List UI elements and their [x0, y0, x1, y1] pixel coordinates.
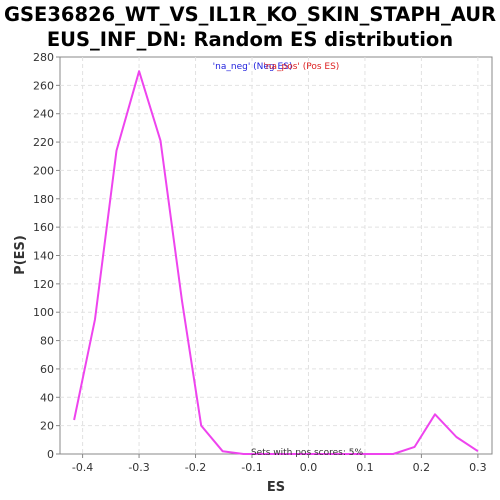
x-tick-label: -0.3 — [128, 461, 149, 474]
y-tick-label: 240 — [33, 108, 54, 121]
y-tick-label: 100 — [33, 306, 54, 319]
x-tick-label: -0.1 — [241, 461, 262, 474]
y-tick-label: 260 — [33, 79, 54, 92]
y-tick-label: 280 — [33, 51, 54, 64]
x-tick-label: 0.3 — [469, 461, 487, 474]
axis-ticks: 0 20 40 60 80 100 120 140 160 180 200 220 240 260 280 -… — [33, 51, 487, 474]
y-tick-label: 220 — [33, 136, 54, 149]
x-tick-label: -0.2 — [185, 461, 206, 474]
y-tick-label: 160 — [33, 221, 54, 234]
series-layer — [73, 70, 479, 455]
y-tick-label: 120 — [33, 278, 54, 291]
series-line — [73, 70, 479, 455]
x-tick-label: 0.1 — [356, 461, 374, 474]
x-tick-label: -0.4 — [72, 461, 93, 474]
y-axis-title: P(ES) — [13, 235, 28, 275]
x-tick-label: 0.2 — [413, 461, 431, 474]
legend-neg-label: 'na_neg' (Neg ES) — [213, 62, 293, 72]
x-axis-title: ES — [267, 480, 285, 495]
legend-pos-label: 'na_pos' (Pos ES) — [263, 62, 339, 72]
y-tick-label: 140 — [33, 250, 54, 263]
y-tick-label: 0 — [47, 448, 54, 461]
pos-scores-annotation: Sets with pos scores: 5% — [251, 448, 364, 458]
y-tick-label: 80 — [40, 335, 54, 348]
y-tick-label: 200 — [33, 164, 54, 177]
y-tick-label: 60 — [40, 363, 54, 376]
chart-title-line-1: GSE36826_WT_VS_IL1R_KO_SKIN_STAPH_AUR — [3, 3, 497, 26]
y-tick-label: 20 — [40, 420, 54, 433]
y-tick-label: 180 — [33, 193, 54, 206]
chart-title: GSE36826_WT_VS_IL1R_KO_SKIN_STAPH_AUR EU… — [0, 2, 500, 52]
x-tick-label: 0.0 — [300, 461, 318, 474]
y-tick-label: 40 — [40, 391, 54, 404]
legend: 'na_neg' (Neg ES) 'na_pos' (Pos ES) — [213, 62, 340, 72]
grid-lines — [60, 57, 492, 454]
chart-title-line-2: EUS_INF_DN: Random ES distribution — [46, 28, 454, 51]
